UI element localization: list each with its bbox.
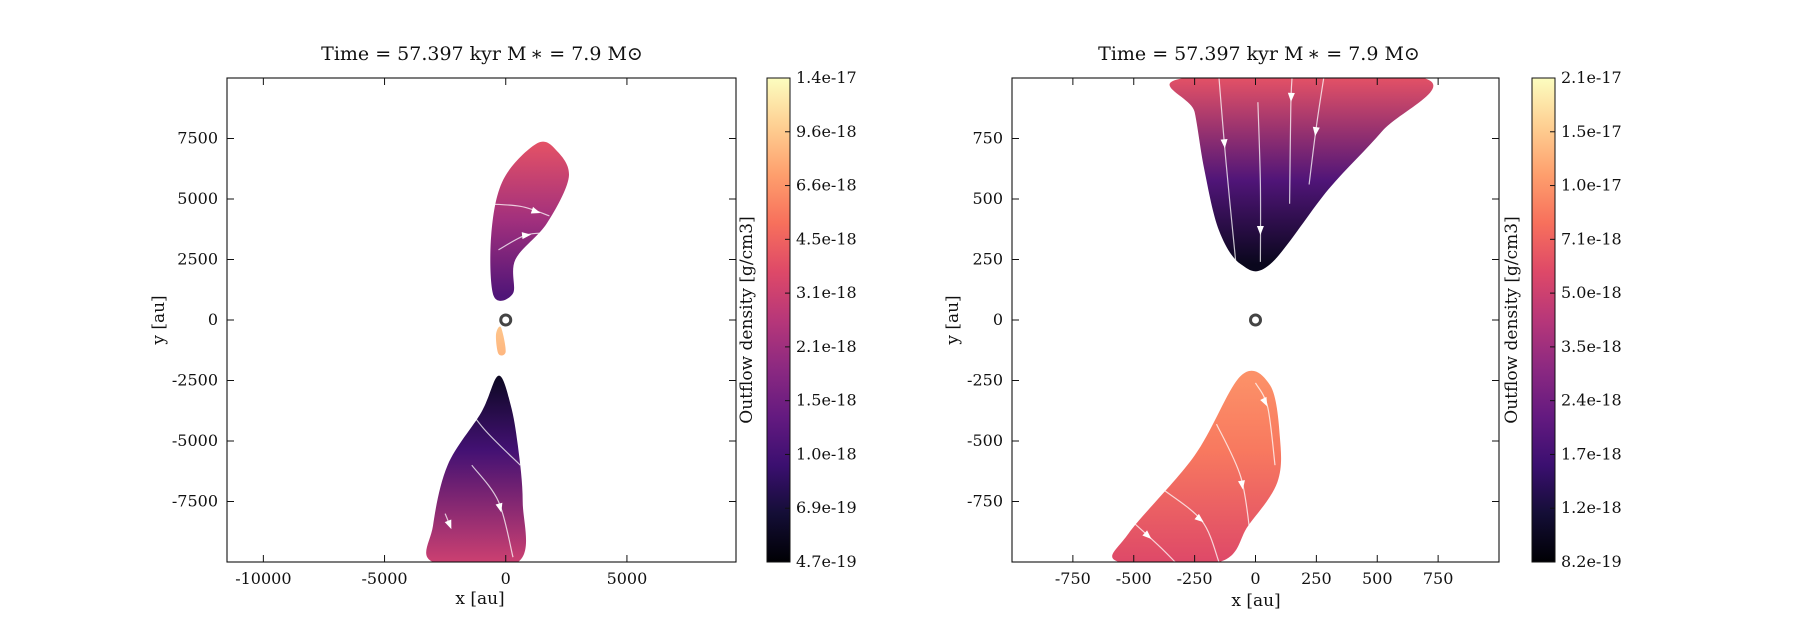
streamline-4: [1308, 78, 1325, 185]
y-tick-label: -2500: [172, 371, 218, 390]
right-plot-area: [1112, 78, 1434, 562]
y-tick-label: -500: [967, 431, 1003, 450]
left-panel-title: Time = 57.397 kyr M ∗ = 7.9 M⊙: [321, 43, 643, 65]
streamline-arrow: [1142, 530, 1152, 539]
colorbar-tick-label: 1.2e-18: [1561, 498, 1622, 517]
left-colorbar-label: Outflow density [g/cm3]: [737, 216, 757, 423]
colorbar-tick-label: 3.5e-18: [1561, 337, 1622, 356]
streamline-arrow: [1238, 480, 1245, 490]
right-panel: Time = 57.397 kyr M ∗ = 7.9 M⊙ -750 -500-…: [943, 43, 1622, 611]
y-tick-label: 7500: [177, 129, 218, 148]
left-colorbar: [766, 77, 791, 563]
outflow-region-1: [1169, 78, 1434, 272]
x-tick-label: 500: [1362, 569, 1393, 588]
streamline-arrow: [1220, 139, 1228, 149]
colorbar-tick-label: 1.0e-18: [796, 444, 857, 463]
right-colorbar-ticks: 8.2e-19 1.2e-18 1.7e-18 2.4e-18 3.5e-18 5.0e-…: [1550, 68, 1622, 571]
colorbar-tick-label: 1.0e-17: [1561, 176, 1622, 195]
x-tick-label: -500: [1116, 569, 1152, 588]
y-tick-label: 500: [972, 189, 1003, 208]
right-x-ticks: -750 -500 -250 0 250 500 750: [1055, 78, 1454, 588]
colorbar-tick-label: 1.4e-17: [796, 68, 857, 87]
x-tick-label: 0: [501, 569, 511, 588]
streamline-3: [1289, 78, 1293, 204]
left-colorbar-ticks: 4.7e-19 6.9e-19 1.0e-18 1.5e-18 2.1e-18 3.1e-…: [785, 68, 857, 571]
streamline-1: [1218, 78, 1237, 265]
colorbar-tick-label: 2.1e-17: [1561, 68, 1622, 87]
streamline-arrow: [495, 502, 503, 513]
streamline-4: [471, 464, 514, 558]
streamline-1: [479, 203, 550, 217]
colorbar-tick-label: 1.5e-18: [796, 391, 857, 410]
y-tick-label: -5000: [172, 431, 218, 450]
colorbar-tick-label: 4.5e-18: [796, 229, 857, 248]
streamline-arrow: [1260, 396, 1268, 407]
right-y-axis-label: y [au]: [943, 295, 963, 345]
colorbar-tick-label: 1.5e-17: [1561, 122, 1622, 141]
y-tick-label: 0: [993, 310, 1003, 329]
y-tick-label: -7500: [172, 492, 218, 511]
colorbar-tick-label: 6.9e-19: [796, 498, 857, 517]
streamline-arrow: [1256, 226, 1264, 235]
y-tick-label: 250: [972, 250, 1003, 269]
y-tick-label: -750: [967, 492, 1003, 511]
colorbar-tick-label: 5.0e-18: [1561, 283, 1622, 302]
left-x-ticks: -10000 -5000 0 5000: [235, 78, 647, 588]
x-tick-label: -5000: [361, 569, 407, 588]
colorbar-tick-label: 2.1e-18: [796, 337, 857, 356]
y-tick-label: 0: [208, 310, 218, 329]
colorbar-tick-label: 6.6e-18: [796, 176, 857, 195]
right-panel-title: Time = 57.397 kyr M ∗ = 7.9 M⊙: [1098, 43, 1420, 65]
streamline-arrow: [530, 206, 541, 214]
right-x-axis-label: x [au]: [1231, 591, 1280, 611]
x-tick-label: -750: [1055, 569, 1091, 588]
left-x-axis-label: x [au]: [455, 589, 504, 609]
y-tick-label: 2500: [177, 250, 218, 269]
colorbar-tick-label: 4.7e-19: [796, 552, 857, 571]
streamline-3: [456, 392, 521, 466]
outflow-region-1: [490, 141, 569, 301]
streamline-arrow: [463, 402, 472, 413]
left-plot-area: [426, 141, 569, 562]
x-tick-label: 0: [1250, 569, 1260, 588]
streamline-8: [1128, 517, 1176, 562]
y-tick-label: 5000: [177, 189, 218, 208]
colorbar-tick-label: 8.2e-19: [1561, 552, 1622, 571]
right-colorbar: [1531, 77, 1556, 563]
outflow-region-3: [495, 326, 506, 356]
outflow-region-2: [1112, 370, 1282, 562]
right-y-ticks: -750 -500 -250 0 250 500 750: [967, 129, 1499, 511]
streamline-arrow: [1312, 126, 1320, 137]
colorbar-tick-label: 3.1e-18: [796, 283, 857, 302]
right-colorbar-label: Outflow density [g/cm3]: [1502, 216, 1522, 423]
protostar-marker: [1249, 313, 1262, 327]
streamline-arrow: [1287, 92, 1295, 102]
x-tick-label: 5000: [607, 569, 648, 588]
colorbar-tick-label: 1.7e-18: [1561, 444, 1622, 463]
streamline-arrow: [1194, 513, 1204, 523]
colorbar-tick-label: 7.1e-18: [1561, 229, 1622, 248]
streamline-5: [1254, 382, 1276, 466]
protostar-marker: [499, 313, 513, 327]
streamline-arrow: [521, 232, 532, 240]
streamline-2: [1257, 102, 1262, 262]
left-y-ticks: -7500 -5000 -2500 0 2500 5000 7500: [172, 129, 736, 511]
outflow-region-2: [426, 375, 527, 562]
streamline-arrow: [444, 519, 452, 530]
y-tick-label: 750: [972, 129, 1003, 148]
x-tick-label: 750: [1423, 569, 1454, 588]
x-tick-label: -250: [1177, 569, 1213, 588]
x-tick-label: -10000: [235, 569, 291, 588]
x-tick-label: 250: [1301, 569, 1332, 588]
colorbar-tick-label: 9.6e-18: [796, 122, 857, 141]
left-panel: Time = 57.397 kyr M ∗ = 7.9 M⊙ -10000 -50…: [149, 43, 857, 609]
left-y-axis-label: y [au]: [149, 295, 169, 345]
y-tick-label: -250: [967, 371, 1003, 390]
colorbar-tick-label: 2.4e-18: [1561, 391, 1622, 410]
streamline-6: [1215, 423, 1252, 538]
